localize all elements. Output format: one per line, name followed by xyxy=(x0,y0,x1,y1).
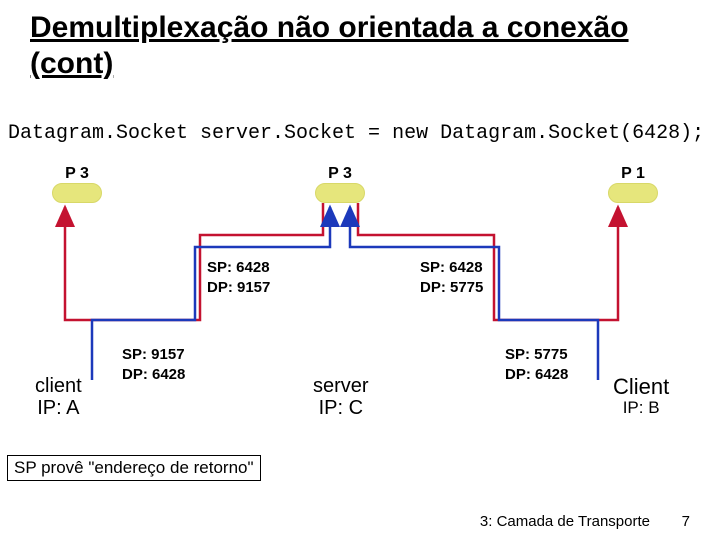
host-left-name: client xyxy=(35,375,82,397)
packet-cr-dp: DP: 5775 xyxy=(420,278,483,298)
host-right: Client IP: B xyxy=(613,375,669,418)
proc-right-rect xyxy=(608,183,658,203)
host-right-name: Client xyxy=(613,375,669,399)
proc-center: P 3 xyxy=(315,165,365,203)
proc-right-label: P 1 xyxy=(608,165,658,183)
packet-cl-sp: SP: 6428 xyxy=(207,258,270,278)
slide-title: Demultiplexação não orientada a conexão … xyxy=(30,10,720,82)
packet-l-sp: SP: 9157 xyxy=(122,345,185,365)
packet-left: SP: 9157 DP: 6428 xyxy=(122,345,185,384)
host-left: client IP: A xyxy=(35,375,82,419)
slide-number: 7 xyxy=(682,513,690,530)
packet-center-right: SP: 6428 DP: 5775 xyxy=(420,258,483,297)
packet-right: SP: 5775 DP: 6428 xyxy=(505,345,568,384)
proc-center-rect xyxy=(315,183,365,203)
host-center: server IP: C xyxy=(313,375,369,419)
footer-text: 3: Camada de Transporte xyxy=(480,513,650,530)
code-line: Datagram.Socket server.Socket = new Data… xyxy=(8,122,704,145)
proc-left: P 3 xyxy=(52,165,102,203)
host-left-ip: IP: A xyxy=(35,397,82,419)
packet-r-dp: DP: 6428 xyxy=(505,365,568,385)
host-center-name: server xyxy=(313,375,369,397)
host-right-ip: IP: B xyxy=(613,399,669,418)
packet-center-left: SP: 6428 DP: 9157 xyxy=(207,258,270,297)
proc-center-label: P 3 xyxy=(315,165,365,183)
note-box: SP provê "endereço de retorno" xyxy=(7,455,261,481)
packet-l-dp: DP: 6428 xyxy=(122,365,185,385)
packet-cl-dp: DP: 9157 xyxy=(207,278,270,298)
proc-left-label: P 3 xyxy=(52,165,102,183)
packet-r-sp: SP: 5775 xyxy=(505,345,568,365)
proc-left-rect xyxy=(52,183,102,203)
packet-cr-sp: SP: 6428 xyxy=(420,258,483,278)
host-center-ip: IP: C xyxy=(313,397,369,419)
proc-right: P 1 xyxy=(608,165,658,203)
